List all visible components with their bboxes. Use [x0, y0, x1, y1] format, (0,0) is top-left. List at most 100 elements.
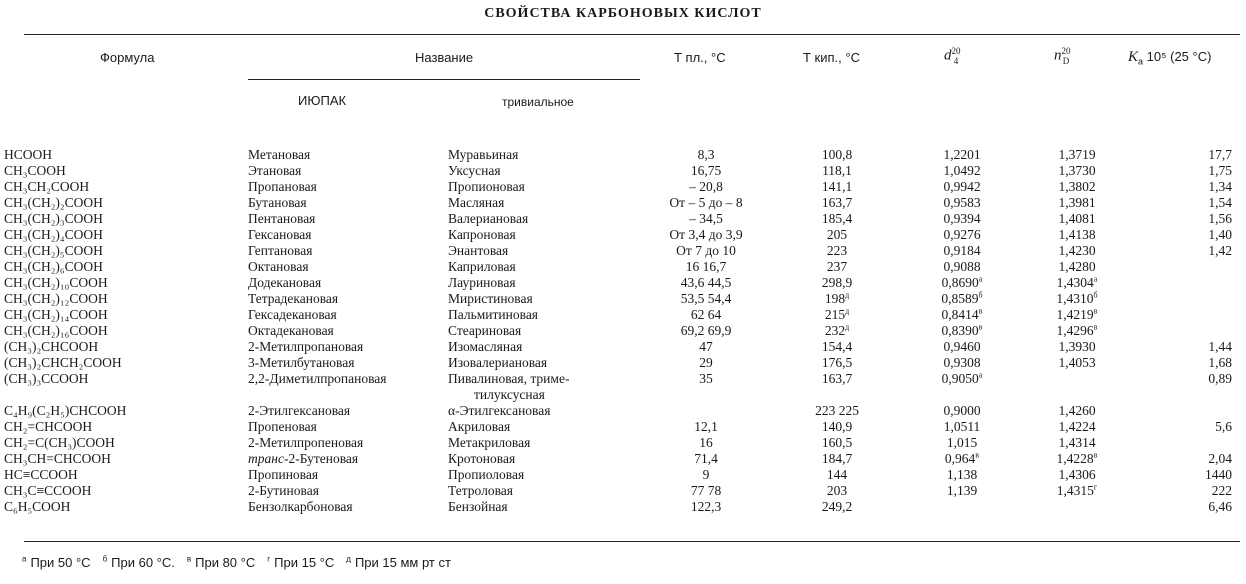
ka-cell-value: 1,42	[1208, 243, 1232, 258]
trivial-name: Пивалиновая, триме-	[448, 371, 570, 386]
refr-cell-value: 1,4219	[1056, 307, 1094, 322]
formula-cell-value: HC≡CCOOH	[4, 467, 78, 482]
trivial-name: Каприловая	[448, 259, 516, 274]
trivial-cell: Каприловая	[448, 259, 640, 275]
trivial-name: α-Этилгексановая	[448, 403, 551, 418]
bp-cell: 205	[772, 227, 902, 243]
trivial-cell: Пальмитиновая	[448, 307, 640, 323]
mp-cell: 62 64	[640, 307, 772, 323]
mp-cell: 9	[640, 467, 772, 483]
footnote-mark: д	[845, 306, 850, 316]
bp-cell: 185,4	[772, 211, 902, 227]
header-name: Название	[415, 50, 474, 65]
refr-cell: 1,3719	[1022, 147, 1132, 163]
ka-cell-value: 1,75	[1208, 163, 1232, 178]
bp-cell: 141,1	[772, 179, 902, 195]
trivial-name: Бензойная	[448, 499, 508, 514]
refr-cell-value: 1,4260	[1058, 403, 1096, 418]
refr-cell-value: 1,4280	[1058, 259, 1096, 274]
mp-cell: – 20,8	[640, 179, 772, 195]
refr-cell: 1,3730	[1022, 163, 1132, 179]
mp-cell: 12,1	[640, 419, 772, 435]
mp-cell-value: – 34,5	[689, 211, 723, 226]
name-rule	[248, 79, 640, 80]
bp-cell-value: 163,7	[821, 371, 853, 386]
trivial-cell: Кротоновая	[448, 451, 640, 467]
bp-cell-value: 160,5	[821, 435, 853, 450]
formula-cell: CH₃(CH₂)₂COOH	[4, 195, 248, 211]
iupac-cell: Октадекановая	[248, 323, 448, 339]
trivial-name: Капроновая	[448, 227, 516, 242]
mp-cell: 8,3	[640, 147, 772, 163]
bp-cell-value: 163,7	[821, 195, 853, 210]
mp-cell: – 34,5	[640, 211, 772, 227]
refr-cell: 1,3802	[1022, 179, 1132, 195]
formula-cell: CH₃(CH₂)₃COOH	[4, 211, 248, 227]
ka-cell	[1132, 259, 1240, 275]
formula-cell: CH₂=C(CH₃)COOH	[4, 435, 248, 451]
formula-cell-value: (CH₃)₃CCOOH	[4, 371, 89, 386]
trivial-cell: Энантовая	[448, 243, 640, 259]
formula-cell: (CH₃)₂CHCOOH	[4, 339, 248, 355]
mp-cell: 16	[640, 435, 772, 451]
header-density: d 20 4	[944, 46, 961, 66]
bp-cell-value: 118,1	[822, 163, 852, 178]
iupac-cell: Октановая	[248, 259, 448, 275]
footnote-mark: г	[267, 554, 271, 564]
ka-rest: 10⁵ (25 °С)	[1146, 49, 1212, 64]
refr-cell: 1,4138	[1022, 227, 1132, 243]
formula-cell-value: CH₃(CH₂)₁₀COOH	[4, 275, 108, 290]
formula-cell-value: CH₃(CH₂)₃COOH	[4, 211, 103, 226]
formula-cell-value: (CH₃)₂CHCH₂COOH	[4, 355, 122, 370]
iupac-cell: Пропиновая	[248, 467, 448, 483]
density-cell: 0,9000	[902, 403, 1022, 419]
refr-cell: 1,3930	[1022, 339, 1132, 355]
density-cell: 1,139	[902, 483, 1022, 499]
footnote-mark: в	[975, 450, 980, 460]
trivial-name: Стеариновая	[448, 323, 522, 338]
header-formula: Формула	[100, 50, 155, 65]
iupac-name: Гептановая	[248, 243, 313, 258]
header-iupac: ИЮПАК	[298, 93, 347, 108]
refr-cell-value: 1,4228	[1056, 451, 1094, 466]
iupac-name: Тетрадекановая	[248, 291, 339, 306]
ka-cell-value: 1440	[1205, 467, 1232, 482]
bp-cell-value: 237	[826, 259, 848, 274]
iupac-name: Пропановая	[248, 179, 317, 194]
density-cell: 0,8690а	[902, 275, 1022, 291]
density-cell-value: 0,9088	[943, 259, 981, 274]
trivial-cell: Бензойная	[448, 499, 640, 515]
refr-sup: 20	[1061, 46, 1071, 56]
ka-cell-value: 5,6	[1215, 419, 1232, 434]
density-cell: 0,964в	[902, 451, 1022, 467]
table-row: CH₃(CH₂)₁₆COOH Октадекановая Стеариновая 69…	[4, 323, 1240, 339]
footnote-mark: б	[978, 290, 983, 300]
refr-cell: 1,4228в	[1022, 451, 1132, 467]
iupac-cell: Пропеновая	[248, 419, 448, 435]
footnote-mark: д	[346, 554, 351, 564]
footnote-mark: в	[1093, 322, 1098, 332]
iupac-name: 2-Метилпропеновая	[248, 435, 364, 450]
table-row: CH₂=C(CH₃)COOH 2-Метилпропеновая Метакрило…	[4, 435, 1240, 451]
density-sup: 20	[951, 46, 961, 56]
iupac-cell: 2-Этилгексановая	[248, 403, 448, 419]
density-cell-value: 0,8589	[941, 291, 979, 306]
bottom-rule	[24, 541, 1240, 542]
formula-cell: HC≡CCOOH	[4, 467, 248, 483]
bp-cell-value: 249,2	[821, 499, 853, 514]
trivial-cell: α-Этилгексановая	[448, 403, 640, 419]
trivial-cell: Пропионовая	[448, 179, 640, 195]
table-row: CH₃(CH₂)₆COOH Октановая Каприловая 16 16,7 2…	[4, 259, 1240, 275]
ka-cell: 1,75	[1132, 163, 1240, 179]
mp-cell-value: 12,1	[694, 419, 718, 434]
trivial-name: Пропионовая	[448, 179, 525, 194]
iupac-name: 2-Бутиновая	[248, 483, 319, 498]
bp-cell: 154,4	[772, 339, 902, 355]
ka-cell: 2,04	[1132, 451, 1240, 467]
refr-cell	[1022, 371, 1132, 403]
formula-cell-value: CH₃(CH₂)₅COOH	[4, 243, 103, 258]
trivial-cell: Уксусная	[448, 163, 640, 179]
iupac-name: 2-Этилгексановая	[248, 403, 351, 418]
footnote-mark: в	[186, 554, 192, 564]
iupac-name: Октадекановая	[248, 323, 334, 338]
